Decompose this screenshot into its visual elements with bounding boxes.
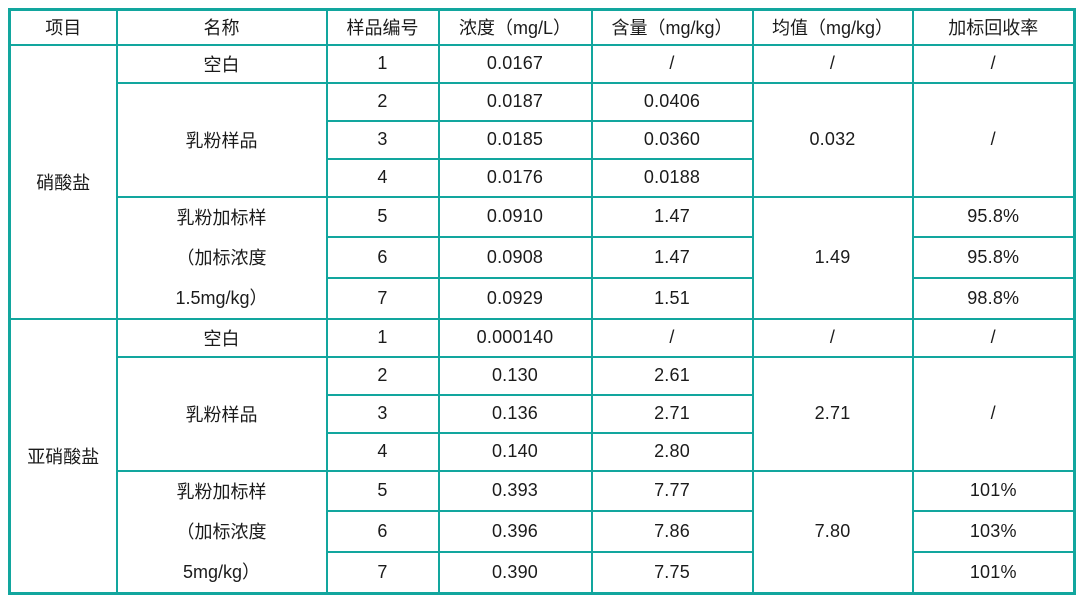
cell: 0.0185	[437, 119, 593, 160]
cell: 0.390	[437, 551, 593, 594]
table-row: 亚硝酸盐 空白 1 0.000140 / / /	[8, 317, 1076, 594]
cell: 6	[325, 510, 440, 554]
cell: 95.8%	[911, 236, 1076, 279]
cell: 3	[325, 119, 440, 160]
cell: 101%	[911, 469, 1076, 513]
cell: 1.47	[590, 236, 754, 279]
cell: 0.0360	[590, 119, 754, 160]
name-line: 乳粉加标样	[176, 207, 267, 228]
name-cell-nitrite-spiked: 乳粉加标样 （加标浓度 5mg/kg）	[115, 469, 328, 594]
cell: 5	[325, 195, 440, 239]
cell: 0.0929	[437, 276, 593, 320]
cell: /	[590, 43, 754, 84]
name-line: （加标浓度	[176, 521, 267, 542]
header-recovery: 加标回收率	[911, 8, 1076, 46]
cell: 0.0187	[437, 81, 593, 122]
cell: 7	[325, 276, 440, 320]
cell: /	[911, 43, 1076, 84]
cell: /	[911, 317, 1076, 358]
cell: 6	[325, 236, 440, 279]
lab-results-table: 项目 名称 样品编号 浓度（mg/L） 含量（mg/kg） 均值（mg/kg） …	[8, 8, 1076, 595]
cell: /	[751, 317, 914, 358]
cell: 0.130	[437, 355, 593, 396]
mean-cell-nitrite-spiked: 7.80	[751, 469, 914, 594]
cell: 0.0167	[437, 43, 593, 84]
cell: 4	[325, 157, 440, 198]
header-mean: 均值（mg/kg）	[751, 8, 914, 46]
table-row: 3 0.0185 0.0360	[10, 119, 1075, 160]
table-row: 4 0.0176 0.0188	[10, 157, 1075, 198]
cell: 0.0908	[437, 236, 593, 279]
recovery-cell-nitrate-sample: /	[911, 81, 1076, 198]
cell: 98.8%	[911, 276, 1076, 320]
mean-cell-nitrate-sample: 0.032	[751, 81, 914, 198]
cell: 95.8%	[911, 195, 1076, 239]
recovery-cell-nitrite-sample: /	[911, 355, 1076, 472]
cell: 0.396	[437, 510, 593, 554]
cell: 0.0910	[437, 195, 593, 239]
item-cell-nitrite: 亚硝酸盐	[8, 317, 118, 594]
cell: 2	[325, 81, 440, 122]
cell: /	[751, 43, 914, 84]
table-row: 6 0.0908 1.47 95.8%	[10, 236, 1076, 279]
cell: 103%	[911, 510, 1076, 554]
table-row: 乳粉样品 2 0.130 2.61 2.71 /	[10, 355, 1076, 472]
cell: 101%	[911, 551, 1076, 594]
table-row: 乳粉加标样 （加标浓度 1.5mg/kg） 5 0.0910 1.47 1.49…	[10, 195, 1076, 320]
cell: 2	[325, 355, 440, 396]
cell: 2.80	[590, 431, 754, 472]
mean-cell-nitrite-sample: 2.71	[751, 355, 914, 472]
cell: 0.000140	[437, 317, 593, 358]
table-row: 乳粉加标样 （加标浓度 5mg/kg） 5 0.393 7.77 7.80 10…	[10, 469, 1076, 594]
cell: 1.51	[590, 276, 754, 320]
cell: 3	[325, 393, 440, 434]
header-sample-no: 样品编号	[325, 8, 440, 46]
cell: 5	[325, 469, 440, 513]
cell: 0.0406	[590, 81, 754, 122]
cell: 7	[325, 551, 440, 594]
cell: 空白	[115, 43, 328, 84]
cell: 2.71	[590, 393, 754, 434]
cell: 1	[325, 43, 440, 84]
cell: 0.136	[437, 393, 593, 434]
name-cell-nitrate-spiked: 乳粉加标样 （加标浓度 1.5mg/kg）	[115, 195, 328, 320]
cell: 4	[325, 431, 440, 472]
name-line: 乳粉加标样	[176, 481, 267, 502]
cell: 1	[325, 317, 440, 358]
header-item: 项目	[8, 8, 118, 46]
cell: 2.61	[590, 355, 754, 396]
header-concentration: 浓度（mg/L）	[437, 8, 593, 46]
table-row: 4 0.140 2.80	[10, 431, 1075, 472]
cell: 空白	[115, 317, 328, 358]
table-row: 7 0.0929 1.51 98.8%	[10, 276, 1076, 320]
name-line: 1.5mg/kg）	[175, 287, 268, 308]
name-line: 5mg/kg）	[182, 561, 261, 582]
name-cell-nitrite-sample: 乳粉样品	[115, 355, 328, 472]
cell: 0.0188	[590, 157, 754, 198]
table-row: 7 0.390 7.75 101%	[10, 551, 1076, 594]
cell: 0.140	[437, 431, 593, 472]
cell: 7.86	[590, 510, 754, 554]
header-name: 名称	[115, 8, 328, 46]
table-row: 硝酸盐 空白 1 0.0167 / / /	[8, 43, 1076, 320]
mean-cell-nitrate-spiked: 1.49	[751, 195, 914, 320]
cell: 1.47	[590, 195, 754, 239]
name-line: （加标浓度	[176, 247, 267, 268]
header-row: 项目 名称 样品编号 浓度（mg/L） 含量（mg/kg） 均值（mg/kg） …	[8, 8, 1076, 46]
item-cell-nitrate: 硝酸盐	[8, 43, 118, 320]
table-row: 乳粉样品 2 0.0187 0.0406 0.032 /	[10, 81, 1076, 198]
cell: 0.393	[437, 469, 593, 513]
cell: 7.77	[590, 469, 754, 513]
table-row: 3 0.136 2.71	[10, 393, 1075, 434]
cell: 0.0176	[437, 157, 593, 198]
cell: /	[590, 317, 754, 358]
table-row: 6 0.396 7.86 103%	[10, 510, 1076, 554]
header-content: 含量（mg/kg）	[590, 8, 754, 46]
name-cell-nitrate-sample: 乳粉样品	[115, 81, 328, 198]
cell: 7.75	[590, 551, 754, 594]
